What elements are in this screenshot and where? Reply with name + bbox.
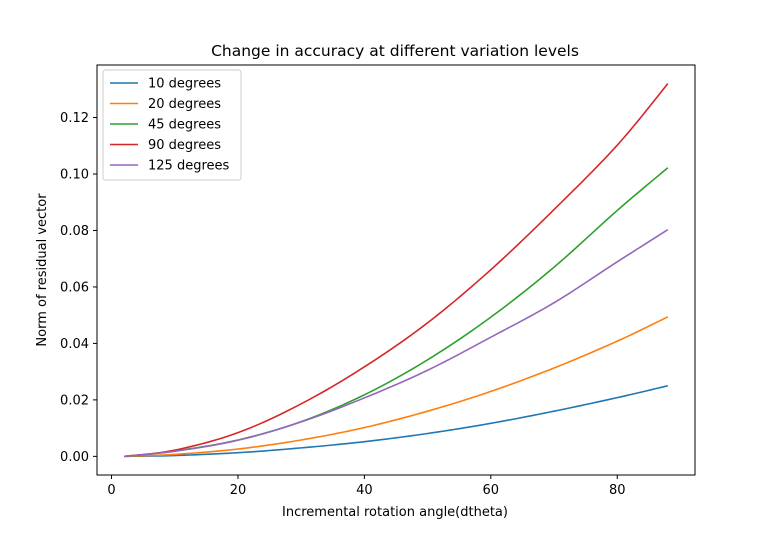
legend-box <box>102 69 242 181</box>
y-tick-label: 0.08 <box>60 224 89 239</box>
x-axis-ticks: 0 20 40 60 80 <box>107 475 626 498</box>
y-tick-label: 0.06 <box>60 280 89 295</box>
y-tick-label: 0.10 <box>60 167 89 182</box>
legend-label: 10 degrees <box>148 77 221 92</box>
legend-label: 20 degrees <box>148 97 221 112</box>
x-tick-label: 60 <box>483 483 500 498</box>
series-layer <box>124 83 669 458</box>
y-axis-label: Norm of residual vector <box>35 193 50 347</box>
legend-label: 90 degrees <box>148 138 221 153</box>
x-tick-label: 20 <box>230 483 247 498</box>
series-line-1 <box>124 316 669 458</box>
legend-label: 125 degrees <box>148 159 230 174</box>
x-axis-label: Incremental rotation angle(dtheta) <box>282 505 508 520</box>
series-line-4 <box>124 228 669 458</box>
y-tick-label: 0.02 <box>60 393 89 408</box>
x-tick-label: 0 <box>107 483 115 498</box>
plot-frame <box>96 64 696 476</box>
legend: 10 degrees 20 degrees 45 degrees 90 degrees… <box>102 69 242 181</box>
y-tick-label: 0.04 <box>60 337 89 352</box>
y-tick-label: 0.00 <box>60 450 89 465</box>
series-line-0 <box>124 384 669 458</box>
x-tick-label: 40 <box>356 483 373 498</box>
y-tick-label: 0.12 <box>60 111 89 126</box>
series-line-3 <box>124 83 669 458</box>
x-tick-label: 80 <box>609 483 626 498</box>
legend-label: 45 degrees <box>148 118 221 133</box>
y-axis-ticks: 0.00 0.02 0.04 0.06 0.08 0.10 0.12 <box>60 111 97 465</box>
chart-title: Change in accuracy at different variatio… <box>211 42 579 60</box>
